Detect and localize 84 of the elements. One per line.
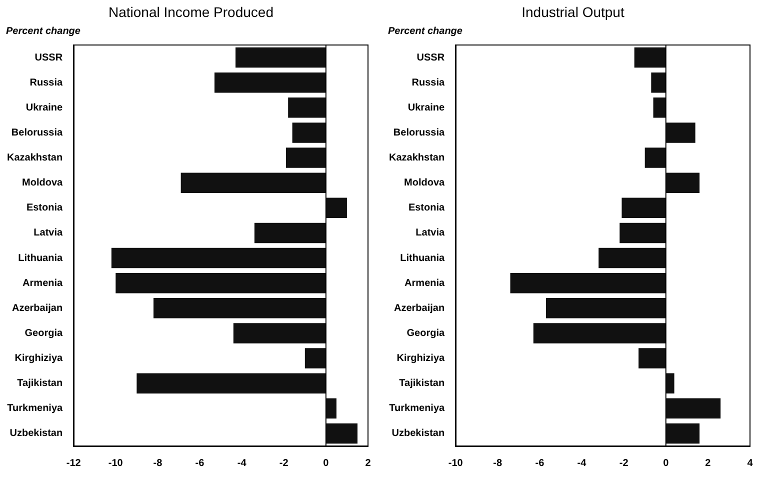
x-tick-label: 0: [663, 458, 670, 469]
y-tick-label: Turkmeniya: [7, 403, 64, 414]
bar: [533, 323, 666, 344]
bar: [666, 122, 696, 143]
y-tick-label: Latvia: [34, 228, 64, 239]
bar: [153, 298, 326, 318]
y-axis-title: Percent change: [388, 26, 462, 37]
bar: [666, 423, 700, 444]
bar: [651, 72, 666, 93]
x-tick-label: 4: [747, 458, 754, 469]
bar: [304, 348, 326, 368]
y-tick-label: Armenia: [22, 278, 64, 289]
y-tick-label: Georgia: [406, 328, 446, 339]
bar: [598, 248, 666, 268]
y-tick-label: Azerbaijan: [394, 302, 445, 314]
y-tick-label: Azerbaijan: [12, 302, 63, 314]
y-tick-label: USSR: [416, 52, 446, 64]
chart-title: Industrial Output: [520, 4, 626, 20]
y-tick-label: Kazakhstan: [389, 152, 445, 164]
chart-title: National Income Produced: [108, 4, 274, 20]
x-tick-label: -6: [195, 458, 205, 469]
y-tick-label: Kirghiziya: [396, 353, 446, 364]
bar: [136, 373, 326, 394]
y-tick-label: Georgia: [24, 328, 64, 339]
bar: [254, 222, 326, 244]
x-tick-label: 0: [323, 458, 330, 469]
bar: [638, 348, 666, 368]
y-tick-label: Kazakhstan: [7, 152, 63, 164]
y-tick-label: Turkmeniya: [389, 403, 446, 414]
y-tick-label: Belorussia: [393, 127, 446, 138]
y-tick-label: Uzbekistan: [392, 428, 445, 440]
bar: [326, 398, 336, 419]
y-tick-label: Uzbekistan: [10, 428, 63, 440]
x-tick-label: 2: [365, 458, 372, 469]
y-tick-label: Tajikistan: [17, 378, 63, 390]
bar: [546, 298, 666, 318]
bar: [620, 222, 666, 244]
bar: [666, 172, 700, 193]
bar: [180, 172, 326, 193]
x-tick-label: 2: [705, 458, 712, 469]
y-tick-label: Tajikistan: [399, 378, 445, 390]
bar: [292, 122, 326, 143]
bar: [236, 47, 326, 68]
bar: [666, 373, 674, 394]
x-tick-label: -8: [153, 458, 163, 469]
y-tick-label: Lithuania: [400, 252, 446, 264]
y-tick-label: Armenia: [404, 278, 446, 289]
y-tick-label: Russia: [30, 77, 64, 88]
y-tick-label: Kirghiziya: [14, 353, 64, 364]
x-tick-label: -2: [619, 458, 629, 469]
bar: [214, 72, 326, 93]
bar: [653, 98, 666, 118]
bar: [634, 47, 666, 68]
bar: [622, 198, 666, 218]
bar: [116, 272, 326, 294]
x-tick-label: -6: [535, 458, 545, 469]
y-tick-label: Estonia: [408, 202, 446, 214]
y-tick-label: Ukraine: [408, 102, 446, 114]
bar: [111, 248, 326, 268]
y-tick-label: Latvia: [416, 228, 446, 239]
y-tick-label: Belorussia: [11, 127, 64, 138]
x-tick-label: -10: [448, 458, 464, 469]
x-tick-label: -10: [108, 458, 124, 469]
y-tick-label: Moldova: [22, 178, 64, 189]
y-tick-label: Lithuania: [18, 252, 64, 264]
y-axis-title: Percent change: [6, 26, 80, 37]
bar: [644, 148, 666, 168]
y-tick-label: Russia: [412, 77, 446, 88]
bar: [510, 272, 666, 294]
x-tick-label: -8: [493, 458, 503, 469]
x-tick-label: -4: [237, 458, 247, 469]
bar: [233, 323, 326, 344]
bar: [326, 423, 358, 444]
bar: [666, 398, 721, 419]
bar: [326, 198, 347, 218]
y-tick-label: Estonia: [26, 202, 64, 214]
x-tick-label: -12: [66, 458, 82, 469]
y-tick-label: USSR: [34, 52, 64, 64]
y-tick-label: Ukraine: [26, 102, 64, 114]
bar: [288, 98, 326, 118]
x-tick-label: -4: [577, 458, 587, 469]
y-tick-label: Moldova: [404, 178, 446, 189]
bar: [286, 148, 326, 168]
x-tick-label: -2: [279, 458, 289, 469]
